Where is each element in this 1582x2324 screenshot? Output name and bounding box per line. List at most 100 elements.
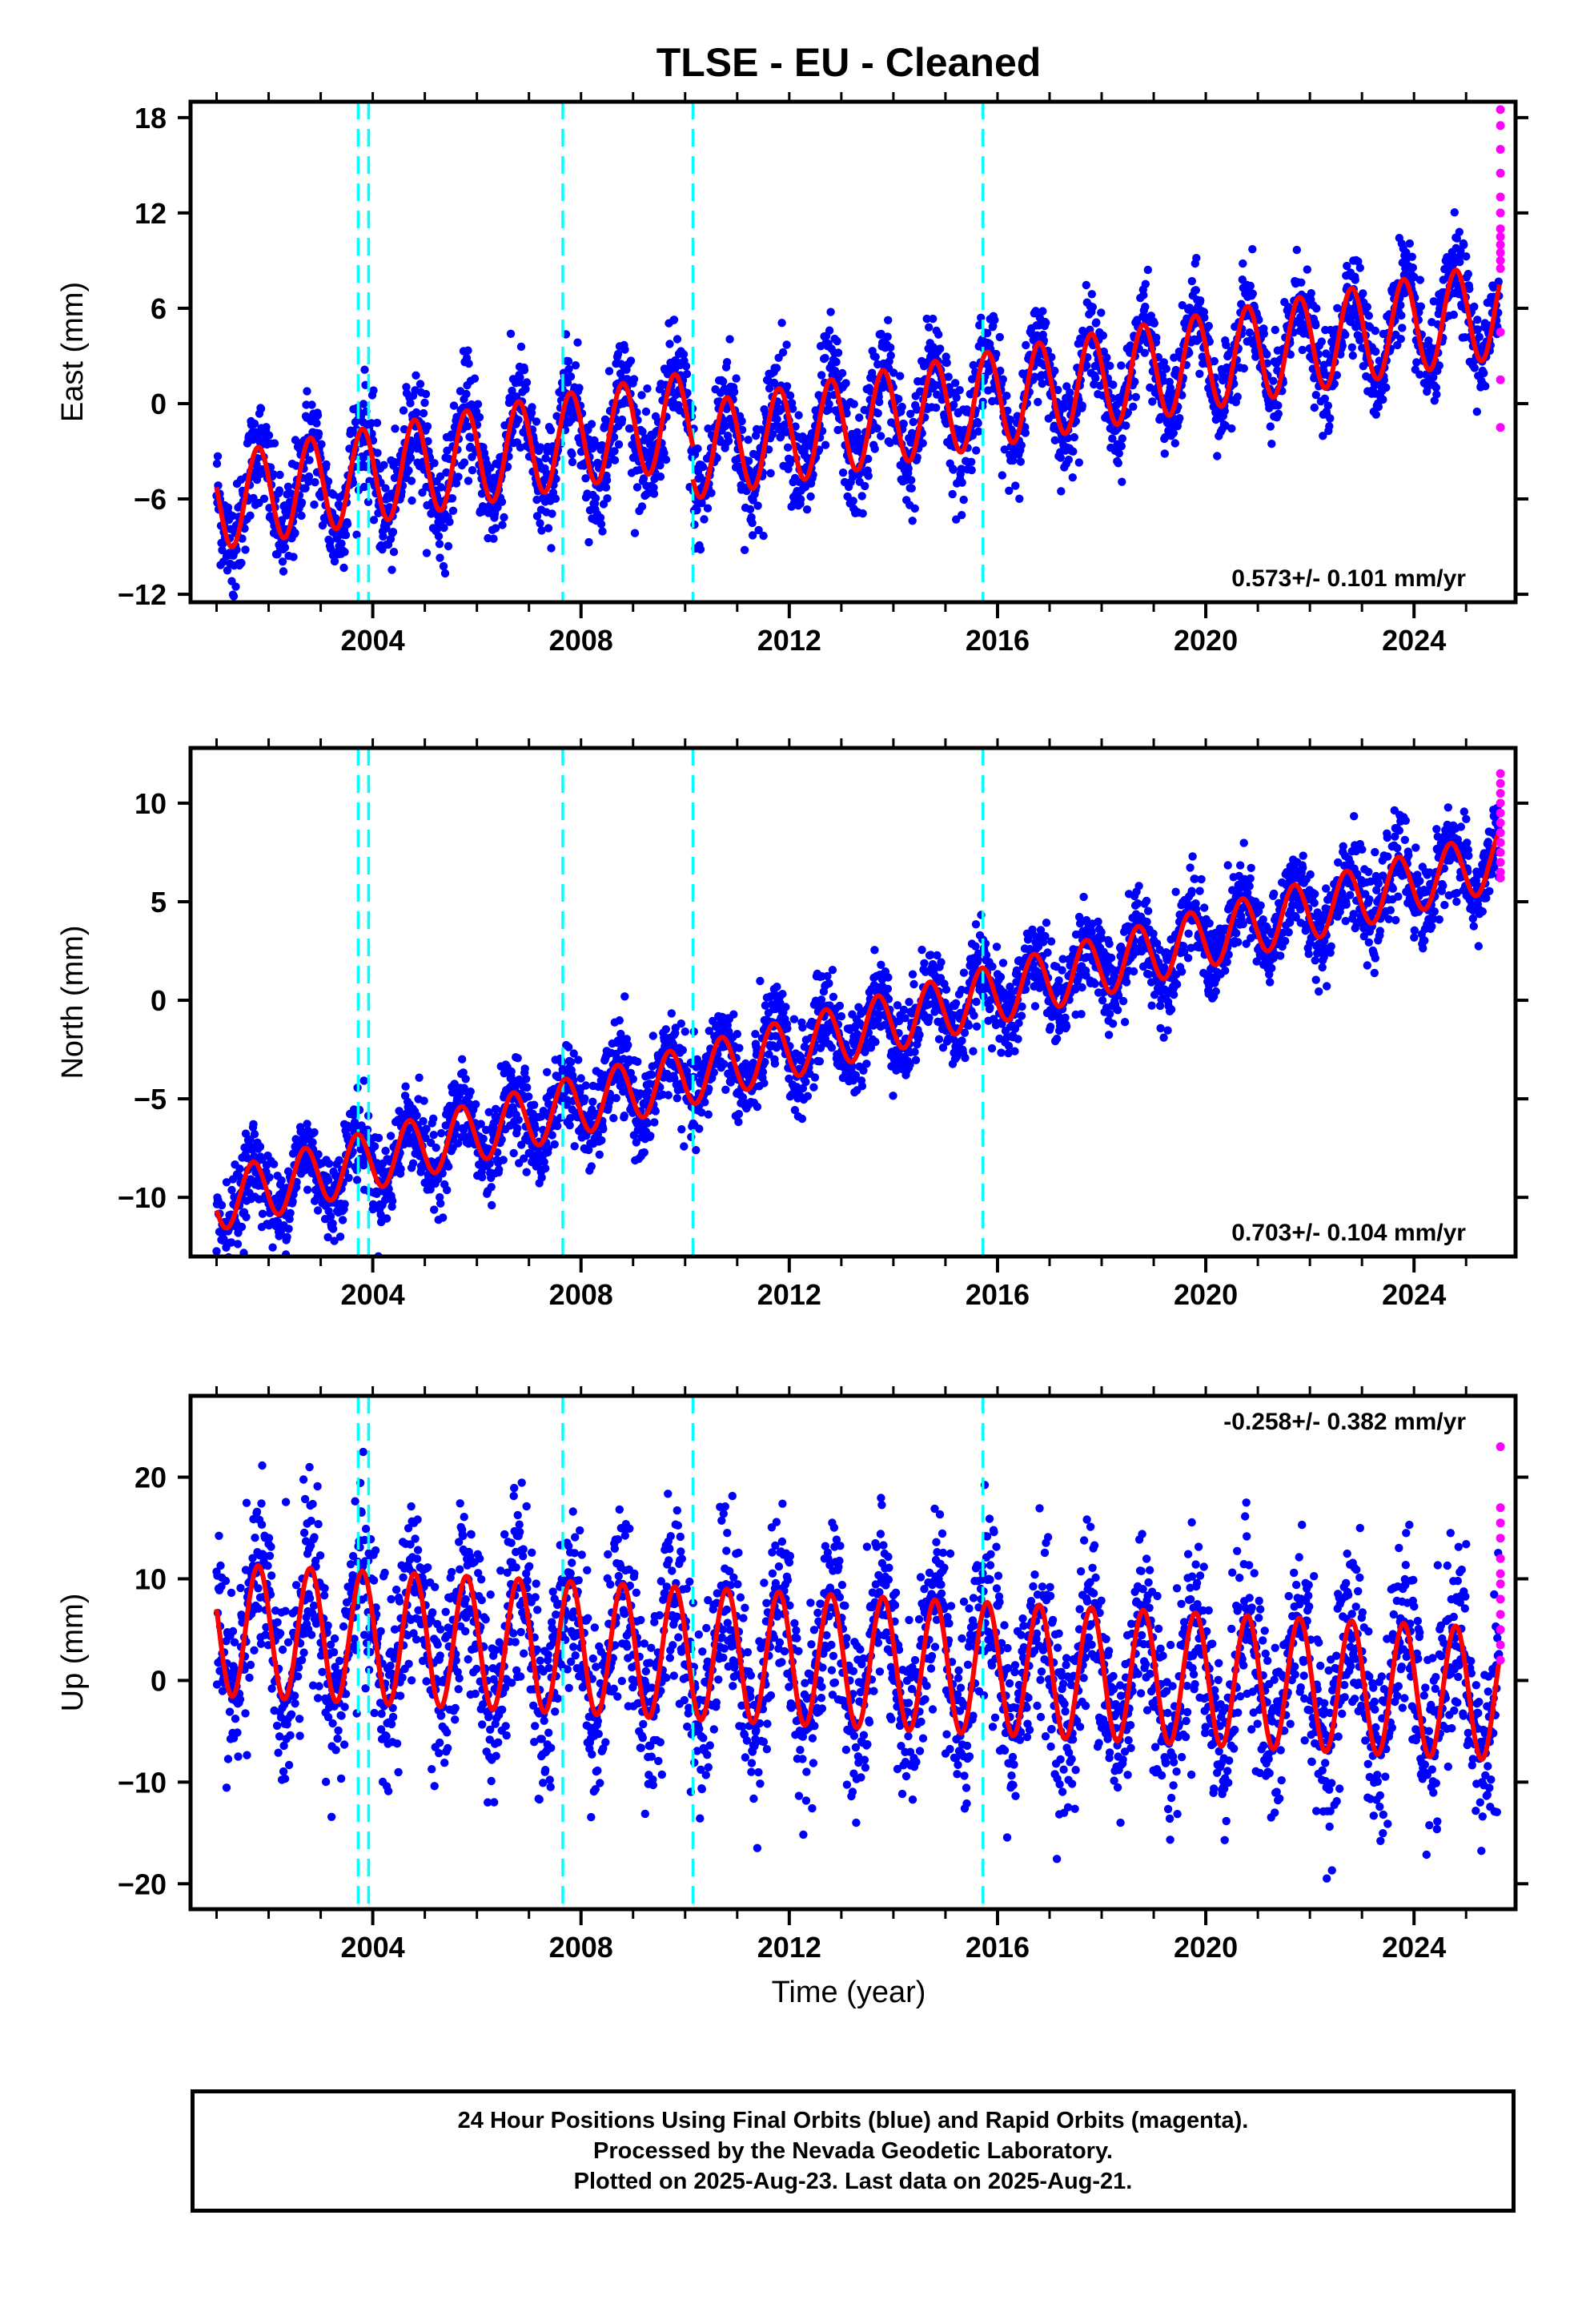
final-position-point: [323, 476, 333, 486]
final-position-point: [303, 1185, 312, 1194]
final-position-point: [815, 1057, 825, 1066]
final-position-point: [1178, 301, 1187, 310]
final-position-point: [693, 444, 702, 453]
final-position-point: [632, 483, 642, 492]
final-position-point: [246, 511, 255, 520]
final-position-point: [644, 1087, 652, 1096]
final-position-point: [1122, 421, 1130, 430]
final-position-point: [1160, 449, 1170, 458]
final-position-point: [424, 436, 432, 446]
final-position-point: [513, 1124, 522, 1133]
final-position-point: [1200, 313, 1209, 322]
final-position-point: [1118, 434, 1127, 443]
final-position-point: [613, 349, 623, 359]
final-position-point: [269, 1160, 279, 1168]
east-model-curve: [690, 358, 986, 501]
final-position-point: [735, 1043, 744, 1052]
final-position-point: [231, 582, 240, 591]
rapid-position-point: [1496, 232, 1505, 242]
final-position-point: [857, 492, 866, 501]
final-position-point: [330, 557, 339, 566]
final-position-point: [884, 316, 893, 324]
final-position-point: [323, 1176, 333, 1184]
rapid-position-point: [1496, 145, 1505, 154]
final-position-point: [326, 537, 335, 546]
final-position-point: [1455, 227, 1464, 236]
final-position-point: [681, 1027, 689, 1036]
final-position-point: [1162, 364, 1171, 373]
final-position-point: [1082, 361, 1091, 370]
final-position-point: [241, 1129, 251, 1138]
final-position-point: [832, 357, 841, 367]
final-position-point: [1017, 440, 1026, 450]
final-position-point: [422, 549, 432, 557]
final-position-point: [262, 423, 271, 432]
final-position-point: [1227, 424, 1236, 433]
final-position-point: [427, 1138, 436, 1148]
final-position-point: [379, 532, 387, 541]
final-position-point: [537, 1173, 546, 1182]
final-position-point: [475, 412, 484, 422]
final-position-point: [571, 361, 580, 370]
final-position-point: [873, 408, 882, 418]
final-position-point: [1412, 358, 1421, 367]
final-position-point: [1140, 348, 1150, 357]
final-position-point: [673, 1094, 681, 1103]
final-position-point: [1347, 343, 1357, 352]
final-position-point: [643, 384, 652, 393]
final-position-point: [907, 476, 916, 485]
final-position-point: [908, 517, 917, 525]
final-position-point: [301, 484, 310, 493]
final-position-point: [1303, 265, 1312, 274]
final-position-point: [497, 497, 507, 506]
final-position-point: [408, 1159, 418, 1168]
rapid-position-point: [1496, 375, 1505, 384]
final-position-point: [701, 1098, 709, 1107]
final-position-point: [721, 1085, 730, 1095]
final-position-point: [1248, 245, 1257, 254]
final-position-point: [1139, 291, 1148, 300]
final-position-point: [720, 1059, 729, 1068]
final-position-point: [649, 483, 658, 493]
final-position-point: [1015, 494, 1024, 503]
final-position-point: [910, 504, 919, 513]
final-position-point: [279, 567, 288, 576]
final-position-point: [466, 1087, 475, 1096]
final-position-point: [335, 1156, 343, 1165]
final-position-point: [220, 1270, 228, 1278]
final-position-point: [575, 384, 584, 392]
final-position-point: [744, 456, 753, 465]
final-position-point: [591, 493, 600, 503]
final-position-point: [596, 520, 606, 529]
final-position-point: [522, 1075, 531, 1084]
final-position-point: [1109, 380, 1118, 389]
final-position-point: [833, 348, 843, 357]
final-position-point: [1415, 275, 1425, 284]
east-model-curve: [980, 267, 1502, 445]
final-position-point: [615, 1016, 624, 1025]
final-position-point: [1131, 392, 1141, 401]
final-position-point: [620, 345, 629, 354]
final-position-point: [809, 1083, 818, 1092]
final-position-point: [1000, 445, 1010, 454]
final-position-point: [468, 466, 477, 475]
final-position-point: [1405, 239, 1415, 248]
final-position-point: [1034, 397, 1042, 407]
final-position-point: [596, 513, 605, 522]
final-position-point: [944, 372, 953, 381]
final-position-point: [399, 406, 408, 415]
final-position-point: [651, 1107, 660, 1116]
final-position-point: [269, 470, 278, 479]
y-tick-label: 18: [135, 102, 167, 135]
final-position-point: [406, 453, 416, 462]
final-position-point: [1220, 407, 1230, 416]
final-position-point: [1330, 380, 1339, 388]
final-position-point: [677, 1125, 686, 1134]
final-position-point: [833, 336, 841, 346]
final-position-point: [265, 1173, 274, 1182]
final-position-point: [499, 1156, 508, 1164]
final-position-point: [335, 1232, 345, 1241]
final-position-point: [449, 401, 459, 410]
final-position-point: [849, 400, 858, 408]
